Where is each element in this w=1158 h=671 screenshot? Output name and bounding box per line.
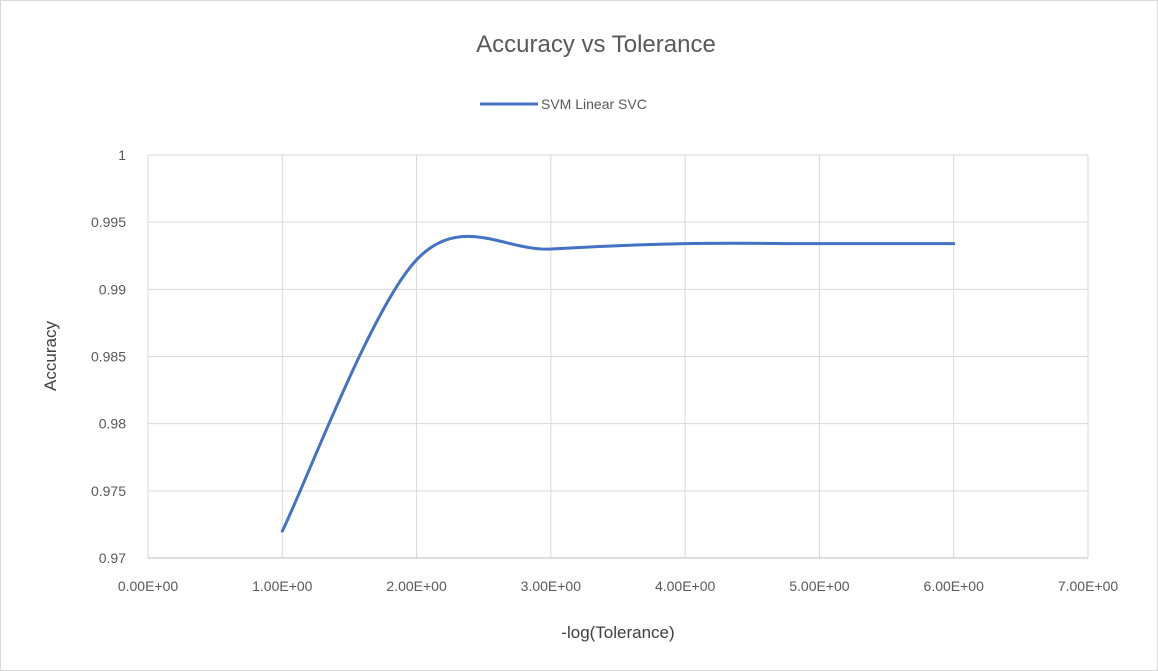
series-line: [280, 234, 956, 533]
legend: SVM Linear SVC: [480, 96, 647, 112]
y-tick-label: 0.975: [91, 483, 126, 499]
y-tick-label: 0.97: [99, 550, 126, 566]
x-tick-label: 5.00E+00: [789, 578, 850, 594]
gridlines: [147, 154, 1089, 559]
y-tick-label: 0.99: [99, 281, 126, 297]
y-tick-label: 0.985: [91, 349, 126, 365]
x-tick-label: 7.00E+00: [1058, 578, 1119, 594]
x-tick-label: 4.00E+00: [655, 578, 716, 594]
x-axis-label: -log(Tolerance): [561, 623, 674, 642]
y-tick-label: 0.995: [91, 214, 126, 230]
x-tick-label: 3.00E+00: [521, 578, 582, 594]
y-tick-label: 0.98: [99, 416, 126, 432]
x-tick-label: 1.00E+00: [252, 578, 313, 594]
chart-title: Accuracy vs Tolerance: [476, 31, 716, 58]
legend-label: SVM Linear SVC: [541, 96, 647, 112]
series-layer: [280, 234, 956, 533]
x-axis-ticks: 0.00E+00 1.00E+00 2.00E+00 3.00E+00 4.00E+00…: [118, 578, 1119, 594]
x-tick-label: 0.00E+00: [118, 578, 179, 594]
y-axis-ticks: 0.97 0.975 0.98 0.985 0.99 0.995 1: [91, 147, 126, 566]
y-axis-label: Accuracy: [41, 321, 60, 391]
x-tick-label: 6.00E+00: [924, 578, 985, 594]
x-tick-label: 2.00E+00: [386, 578, 447, 594]
y-tick-label: 1: [118, 147, 126, 163]
